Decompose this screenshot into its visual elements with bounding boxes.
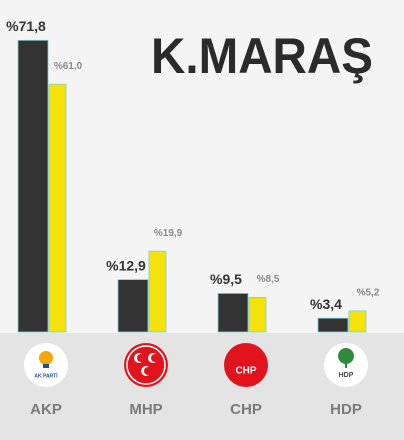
value-label: %5,2 [357, 288, 380, 299]
bar [117, 279, 149, 333]
bar [148, 250, 167, 333]
value-label: %8,5 [257, 274, 280, 285]
x-tick-label: AKP [30, 401, 62, 418]
bar [48, 83, 67, 333]
x-tick-label: MHP [129, 401, 162, 418]
value-label: %9,5 [210, 271, 242, 287]
logo-hdp: HDP [324, 343, 368, 387]
value-label: %19,9 [154, 228, 183, 239]
bar [348, 310, 367, 333]
logo-akp: AK PARTİ [24, 343, 68, 387]
chart-title: K.MARAŞ [151, 28, 373, 84]
value-label: %12,9 [106, 257, 146, 273]
value-label: %3,4 [310, 296, 342, 312]
x-tick-label: HDP [330, 401, 362, 418]
value-label: %61,0 [54, 61, 83, 72]
logo-mhp [124, 343, 168, 387]
x-tick-label: CHP [230, 401, 262, 418]
bar [317, 317, 349, 333]
value-label: %71,8 [6, 18, 46, 34]
bar [248, 297, 267, 333]
logo-chp: CHP [224, 343, 268, 387]
logo-text: HDP [339, 372, 354, 379]
bar [17, 39, 49, 333]
bar [217, 293, 249, 333]
logo-text: AK PARTİ [34, 372, 58, 379]
logo-text: CHP [235, 366, 256, 377]
